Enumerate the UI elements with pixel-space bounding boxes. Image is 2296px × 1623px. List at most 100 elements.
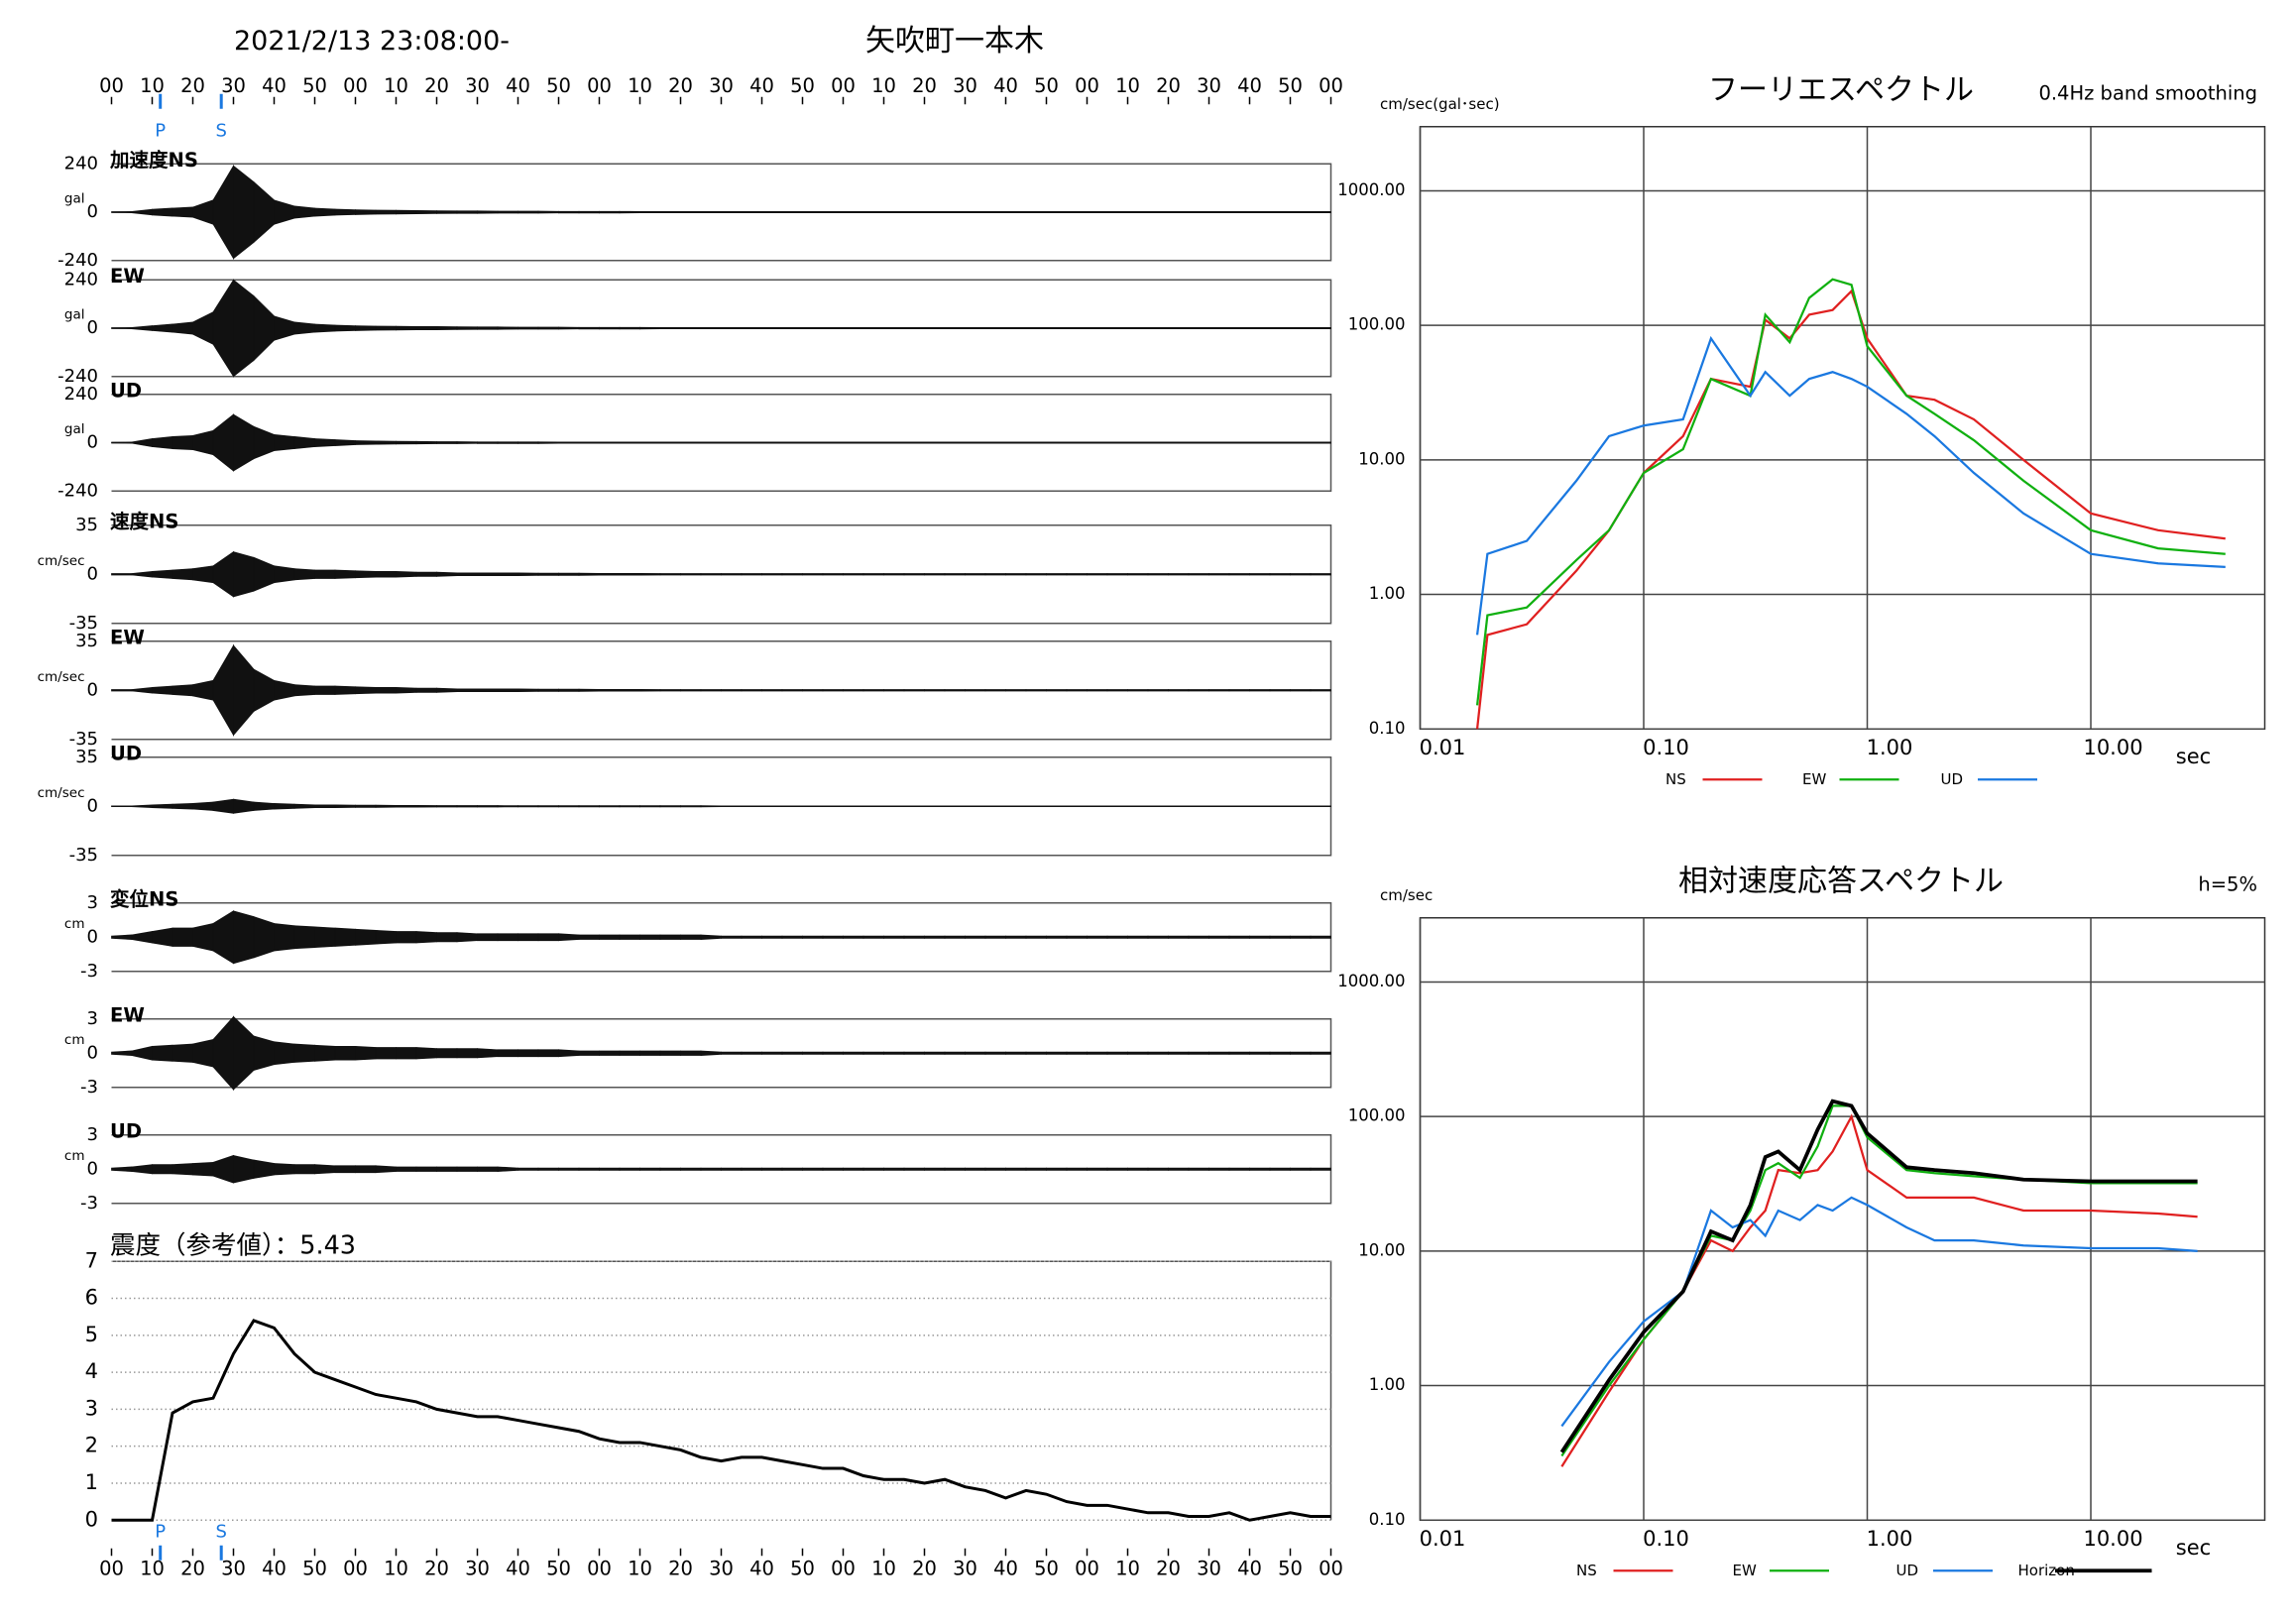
waveform-envelope (1290, 935, 1312, 939)
waveform-envelope (984, 689, 1006, 692)
waveform-envelope (334, 569, 356, 579)
waveform-envelope (1005, 805, 1027, 808)
waveform-envelope (1310, 573, 1331, 576)
waveform-envelope (1208, 573, 1230, 576)
waveform-envelope (1188, 689, 1209, 692)
waveform-envelope (314, 804, 336, 809)
waveform-envelope (1127, 211, 1149, 213)
waveform-envelope (212, 798, 234, 814)
time-tick-label: 50 (546, 1557, 571, 1579)
waveform-envelope (334, 804, 356, 809)
waveform-envelope (1025, 805, 1047, 808)
waveform-envelope (1269, 805, 1291, 808)
waveform-envelope (375, 929, 397, 945)
spectrum-line (1475, 278, 2226, 706)
waveform-envelope (781, 1051, 803, 1055)
waveform-envelope (659, 689, 681, 692)
waveform-envelope (862, 441, 884, 444)
waveform-envelope (1249, 1167, 1271, 1171)
waveform-envelope (436, 1166, 458, 1172)
legend-label: EW (1733, 1562, 1757, 1579)
waveform-envelope (537, 1167, 559, 1171)
waveform-envelope (517, 1167, 539, 1171)
spectrum-line (1560, 1196, 2198, 1428)
waveform-envelope (781, 1167, 803, 1171)
waveform-envelope (172, 684, 193, 697)
time-tick-label: 00 (99, 74, 124, 97)
time-tick-label: 40 (993, 74, 1018, 97)
waveform-envelope (639, 689, 661, 692)
waveform-envelope (1188, 327, 1209, 329)
waveform-envelope (558, 1049, 580, 1058)
waveform-envelope (1046, 573, 1068, 576)
waveform-envelope (1046, 1051, 1068, 1055)
waveform-envelope (680, 211, 702, 213)
x-tick-label: 1.00 (1867, 1527, 1913, 1551)
waveform-envelope (537, 688, 559, 692)
waveform-envelope (1147, 441, 1169, 444)
time-tick-label: 30 (465, 1557, 490, 1579)
waveform-envelope (111, 211, 133, 213)
time-tick-label: 30 (1197, 74, 1221, 97)
waveform-envelope (1269, 689, 1291, 692)
waveform-envelope (599, 573, 621, 576)
y-tick-label: 35 (75, 631, 98, 651)
time-tick-label: 30 (465, 74, 490, 97)
waveform-envelope (355, 1165, 377, 1174)
time-tick-label: 20 (424, 1557, 449, 1579)
waveform-envelope (903, 1051, 925, 1055)
waveform-envelope (1168, 935, 1190, 939)
waveform-envelope (1127, 935, 1149, 939)
waveform-envelope (558, 210, 580, 214)
waveform-envelope (517, 688, 539, 693)
waveform-envelope (700, 1167, 722, 1171)
waveform-envelope (1269, 211, 1291, 213)
time-tick-label: 50 (790, 74, 815, 97)
waveform-envelope (1249, 441, 1271, 444)
waveform-envelope (1188, 935, 1209, 939)
y-tick-label: 0 (87, 795, 98, 816)
time-tick-label: 50 (302, 1557, 327, 1579)
time-tick-label: 00 (1075, 1557, 1099, 1579)
y-tick-label: 5 (85, 1323, 98, 1346)
waveform-envelope (1106, 1051, 1128, 1055)
waveform-envelope (1310, 1051, 1331, 1055)
waveform-envelope (883, 935, 905, 939)
waveform-envelope (944, 935, 966, 939)
waveform-envelope (253, 916, 275, 959)
y-tick-label: 0 (85, 1507, 98, 1531)
waveform-envelope (1147, 689, 1169, 692)
waveform-envelope (1025, 211, 1047, 213)
waveform-envelope (659, 1050, 681, 1056)
waveform-envelope (558, 572, 580, 576)
waveform-envelope (1269, 327, 1291, 329)
legend-label: NS (1576, 1562, 1597, 1579)
waveform-envelope (578, 1167, 600, 1171)
waveform-envelope (131, 687, 153, 694)
waveform-envelope (415, 931, 437, 944)
waveform-envelope (415, 440, 437, 445)
waveform-envelope (293, 321, 315, 335)
waveform-envelope (883, 327, 905, 329)
y-tick-label: 0 (87, 563, 98, 584)
waveform-envelope (1228, 327, 1250, 329)
waveform-envelope (375, 687, 397, 694)
waveform-envelope (1188, 1051, 1209, 1055)
panel-label: EW (110, 1003, 145, 1026)
waveform-envelope (314, 569, 336, 579)
waveform-envelope (1249, 689, 1271, 692)
waveform-envelope (599, 326, 621, 330)
waveform-envelope (944, 1051, 966, 1055)
waveform-envelope (375, 440, 397, 445)
waveform-envelope (314, 1044, 336, 1062)
y-tick-label: 35 (75, 515, 98, 535)
y-tick-label: 3 (87, 1008, 98, 1029)
waveform-envelope (862, 327, 884, 329)
waveform-envelope (619, 1050, 640, 1056)
waveform-envelope (903, 689, 925, 692)
x-tick-label: 0.01 (1420, 736, 1466, 759)
waveform-envelope (274, 199, 295, 225)
waveform-envelope (1310, 689, 1331, 692)
waveform-envelope (599, 441, 621, 444)
y-tick-label: 100.00 (1348, 315, 1406, 334)
